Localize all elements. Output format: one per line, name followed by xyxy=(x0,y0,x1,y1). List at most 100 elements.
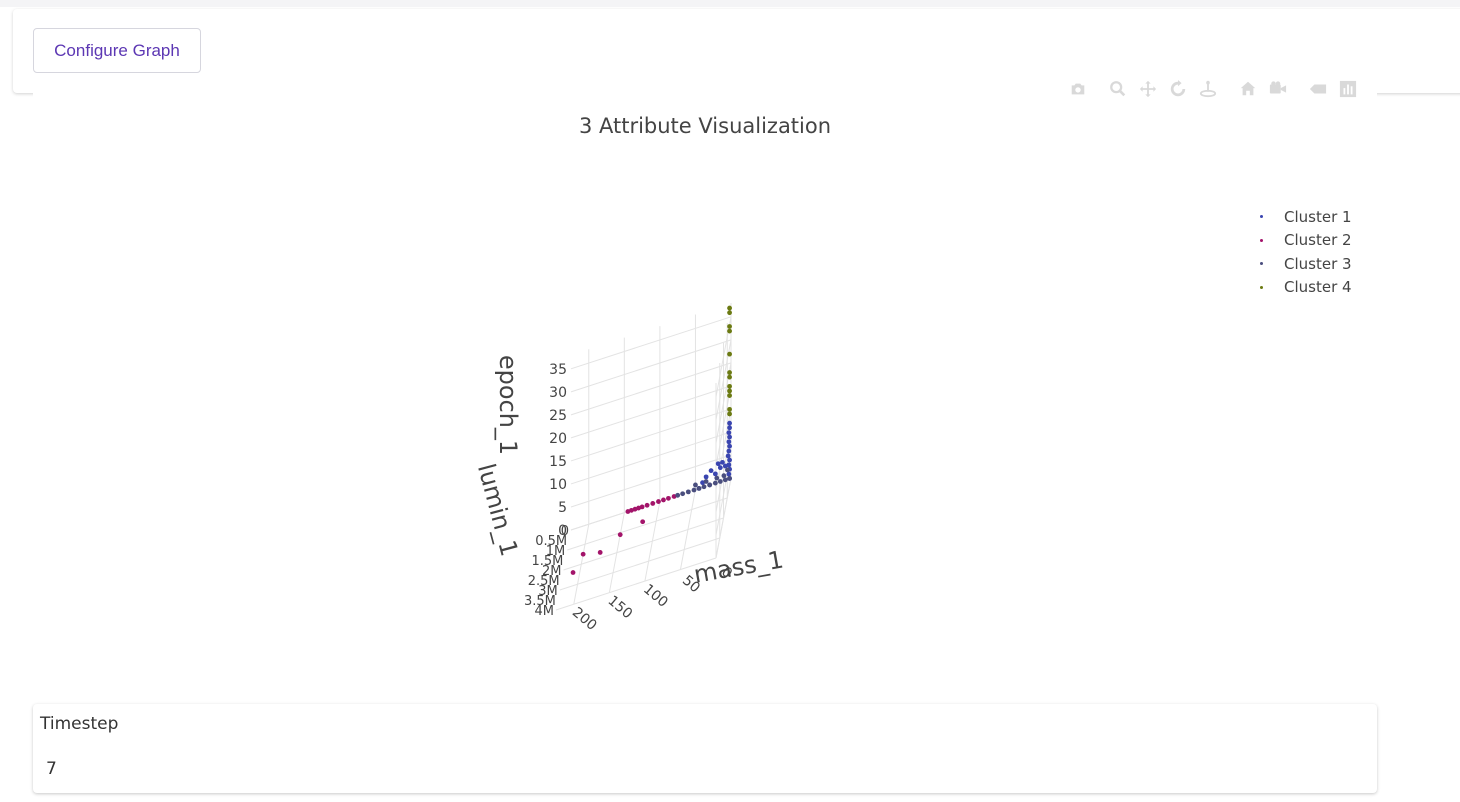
grid-line xyxy=(563,517,724,571)
data-point xyxy=(661,497,666,503)
grid-line xyxy=(559,537,720,591)
data-point xyxy=(727,457,732,463)
orbit-rotation-icon[interactable] xyxy=(1166,78,1190,100)
configure-graph-button[interactable]: Configure Graph xyxy=(33,28,201,73)
z-tick-label: 15 xyxy=(549,454,567,470)
data-point xyxy=(727,370,732,375)
legend-label: Cluster 1 xyxy=(1284,207,1352,226)
data-point xyxy=(703,479,709,484)
data-point xyxy=(727,443,732,449)
data-point xyxy=(625,509,631,514)
grid-line xyxy=(570,316,732,370)
data-point xyxy=(580,551,586,557)
data-point xyxy=(617,532,623,538)
data-point xyxy=(680,491,686,497)
legend: Cluster 1 Cluster 2 Cluster 3 Cluster 4 xyxy=(1248,205,1352,299)
data-point xyxy=(727,476,732,481)
data-point xyxy=(727,388,732,394)
y-tick-label: 3M xyxy=(538,584,558,599)
data-point xyxy=(725,453,731,459)
y-axis-title: lumin_1 xyxy=(472,461,523,559)
save-camera-icon[interactable] xyxy=(1266,78,1290,100)
y-tick-label: 2M xyxy=(542,564,562,579)
z-tick-label: 20 xyxy=(549,431,567,447)
top-strip xyxy=(0,0,1460,7)
timestep-card: Timestep 7 xyxy=(33,704,1377,793)
legend-item-cluster-3[interactable]: Cluster 3 xyxy=(1248,252,1352,276)
y-tick-label: 4M xyxy=(535,604,555,619)
data-point xyxy=(727,328,732,334)
data-point xyxy=(727,420,732,426)
data-point xyxy=(650,501,656,506)
z-tick-label: 5 xyxy=(558,500,567,516)
legend-marker xyxy=(1260,262,1263,266)
data-point xyxy=(727,310,732,316)
data-point xyxy=(717,465,723,471)
grid-line xyxy=(570,408,732,462)
legend-marker xyxy=(1260,285,1263,289)
data-point xyxy=(722,477,728,483)
series-3 xyxy=(675,467,732,498)
grid-line xyxy=(570,431,732,485)
data-point xyxy=(721,473,727,479)
plot-area[interactable] xyxy=(33,76,1377,696)
data-point xyxy=(691,487,697,493)
data-point xyxy=(727,383,732,389)
grid-line xyxy=(570,339,732,393)
data-point xyxy=(597,550,603,555)
data-point xyxy=(720,459,725,465)
x-axis-title: mass_1 xyxy=(692,545,786,588)
y-tick-label: 3.5M xyxy=(524,594,556,609)
data-point xyxy=(727,434,732,440)
legend-label: Cluster 3 xyxy=(1284,254,1352,273)
data-point xyxy=(701,484,707,490)
legend-marker xyxy=(1260,215,1263,219)
data-point xyxy=(703,474,709,480)
z-axis-title: epoch_1 xyxy=(494,355,522,455)
reset-camera-icon[interactable] xyxy=(1236,78,1260,100)
y-tick-label: 1.5M xyxy=(531,554,563,569)
data-point xyxy=(693,482,698,488)
timestep-label: Timestep xyxy=(40,714,119,734)
data-point xyxy=(712,471,718,477)
data-point xyxy=(640,519,646,525)
data-point xyxy=(727,406,732,412)
grid-line xyxy=(567,497,728,551)
z-tick-label: 30 xyxy=(549,385,567,401)
legend-item-cluster-2[interactable]: Cluster 2 xyxy=(1248,229,1352,253)
data-point xyxy=(722,463,728,469)
data-point xyxy=(644,502,650,508)
data-point xyxy=(727,374,732,380)
z-tick-label: 10 xyxy=(549,477,567,493)
legend-label: Cluster 2 xyxy=(1284,231,1352,250)
z-tick-label: 35 xyxy=(549,362,567,378)
data-point xyxy=(727,411,732,417)
x-tick-label: 200 xyxy=(569,604,600,633)
data-point xyxy=(727,305,732,311)
z-tick-label: 25 xyxy=(549,408,567,424)
legend-marker xyxy=(1260,238,1263,242)
series-4 xyxy=(727,305,732,417)
turntable-rotation-icon[interactable] xyxy=(1196,78,1220,100)
legend-item-cluster-4[interactable]: Cluster 4 xyxy=(1248,276,1352,300)
grid-line xyxy=(570,454,732,508)
data-point xyxy=(675,492,681,498)
toggle-spike-lines-icon[interactable] xyxy=(1336,78,1360,100)
legend-label: Cluster 4 xyxy=(1284,278,1352,297)
grid-line xyxy=(715,385,732,466)
data-point xyxy=(708,468,714,474)
data-point xyxy=(726,448,732,454)
hover-closest-icon[interactable] xyxy=(1306,78,1330,100)
data-point xyxy=(717,479,723,484)
chart-title: 3 Attribute Visualization xyxy=(578,114,832,138)
data-point xyxy=(726,430,732,436)
data-point xyxy=(696,486,702,491)
camera-icon[interactable] xyxy=(1066,78,1090,100)
zoom-icon[interactable] xyxy=(1106,78,1130,100)
legend-item-cluster-1[interactable]: Cluster 1 xyxy=(1248,205,1352,229)
timestep-value[interactable]: 7 xyxy=(46,759,57,779)
data-point xyxy=(727,351,732,357)
pan-icon[interactable] xyxy=(1136,78,1160,100)
data-point xyxy=(712,480,718,486)
